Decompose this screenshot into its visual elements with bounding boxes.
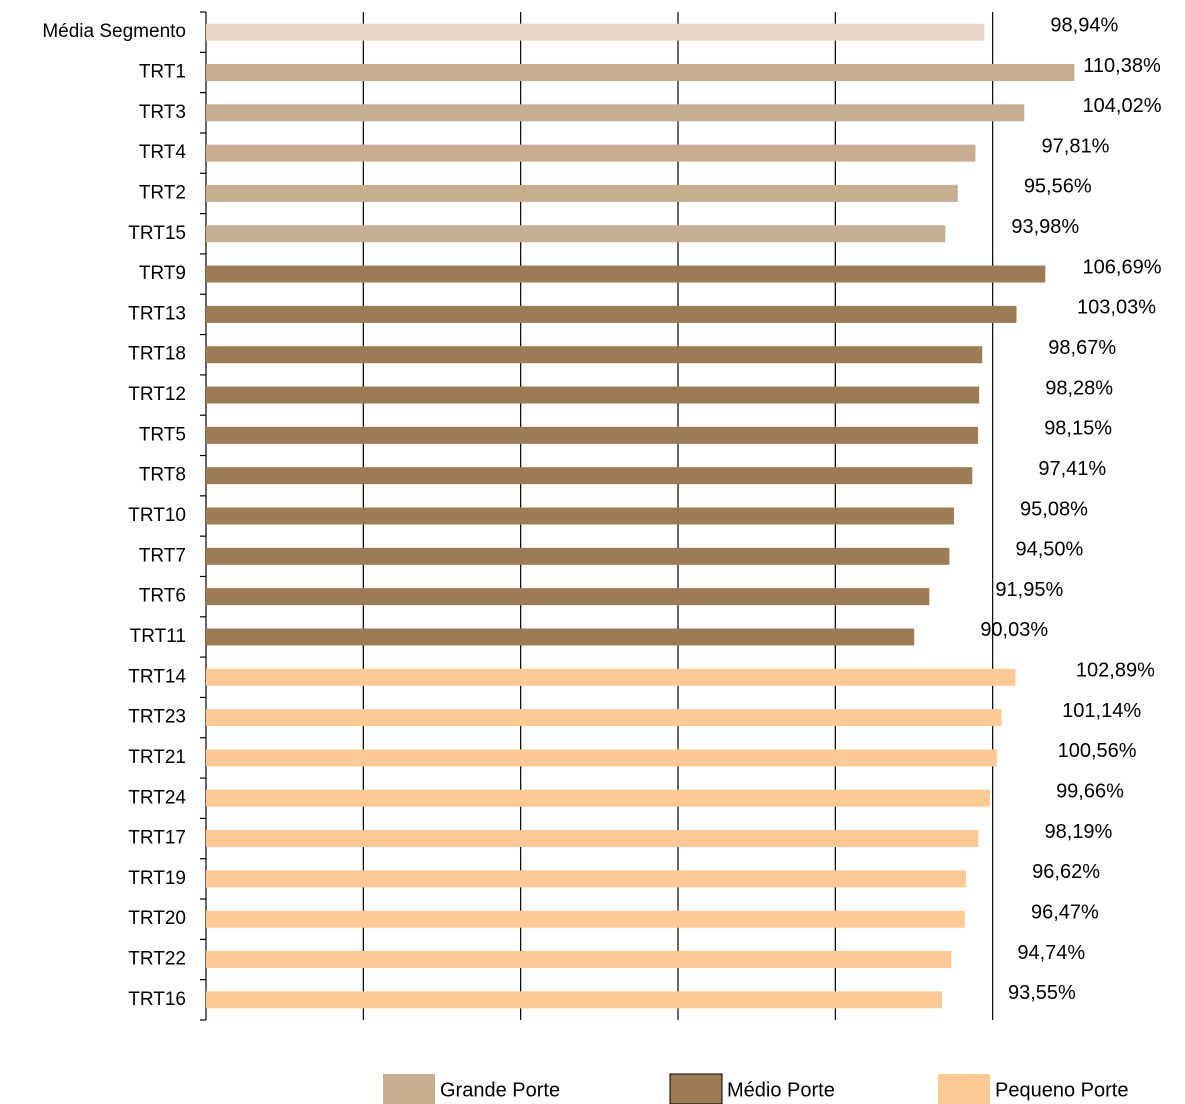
category-label: TRT1 (139, 61, 186, 82)
category-label: TRT6 (139, 586, 186, 607)
value-label: 98,15% (1044, 418, 1112, 440)
value-label: 102,89% (1076, 660, 1155, 682)
category-label: TRT21 (128, 747, 186, 768)
value-label: 94,74% (1017, 942, 1085, 964)
value-label: 104,02% (1083, 95, 1162, 117)
category-label: TRT16 (128, 989, 186, 1010)
category-label: TRT24 (128, 787, 186, 808)
category-label: TRT10 (128, 505, 186, 526)
category-label: TRT5 (139, 424, 186, 445)
value-label: 95,08% (1020, 498, 1088, 520)
bar (206, 305, 1017, 323)
bar (206, 386, 980, 404)
legend-label: Grande Porte (440, 1079, 560, 1101)
bar (206, 668, 1016, 686)
bar (206, 991, 942, 1009)
bar (206, 265, 1046, 283)
category-label: Média Segmento (42, 21, 186, 42)
category-label: TRT23 (128, 707, 186, 728)
bar (206, 830, 979, 848)
value-label: 106,69% (1083, 256, 1162, 278)
bar (206, 789, 990, 807)
bar (206, 951, 952, 969)
bar (206, 104, 1025, 122)
legend-swatch (383, 1074, 435, 1104)
category-label: TRT19 (128, 868, 186, 889)
category-label: TRT4 (139, 142, 187, 163)
bar (206, 749, 998, 767)
category-label: TRT8 (139, 465, 186, 486)
value-label: 110,38% (1083, 55, 1161, 77)
category-label: TRT15 (128, 223, 186, 244)
category-label: TRT7 (139, 545, 186, 566)
bar (206, 507, 954, 525)
value-label: 97,41% (1038, 458, 1106, 480)
value-label: 97,81% (1042, 135, 1110, 157)
bar (206, 870, 967, 888)
category-label: TRT2 (139, 182, 186, 203)
category-label: TRT22 (128, 949, 186, 970)
bar (206, 628, 915, 646)
value-label: 96,47% (1031, 901, 1099, 923)
value-label: 99,66% (1056, 781, 1124, 803)
category-label: TRT3 (139, 102, 186, 123)
legend-swatch (938, 1074, 990, 1104)
category-label: TRT12 (128, 384, 186, 405)
bar (206, 588, 930, 606)
category-label: TRT20 (128, 908, 186, 929)
value-label: 93,55% (1008, 982, 1076, 1004)
category-label: TRT13 (128, 303, 186, 324)
legend-label: Médio Porte (727, 1079, 835, 1101)
bar (206, 144, 976, 162)
category-label: TRT11 (130, 626, 186, 647)
value-label: 93,98% (1011, 216, 1079, 238)
bar (206, 426, 979, 444)
value-label: 98,28% (1045, 377, 1113, 399)
value-label: 91,95% (995, 579, 1063, 601)
value-label: 96,62% (1032, 861, 1100, 883)
value-label: 95,56% (1024, 176, 1092, 198)
bar (206, 467, 973, 485)
value-label: 98,67% (1048, 337, 1116, 359)
value-label: 101,14% (1062, 700, 1141, 722)
value-label: 103,03% (1077, 297, 1156, 319)
value-label: 90,03% (980, 619, 1048, 641)
bar (206, 63, 1075, 81)
category-label: TRT9 (139, 263, 186, 284)
bar (206, 547, 950, 565)
category-label: TRT17 (128, 828, 186, 849)
bar (206, 346, 983, 364)
bar (206, 910, 965, 928)
legend-swatch (669, 1073, 723, 1104)
value-label: 100,56% (1058, 740, 1137, 762)
bar (206, 23, 985, 41)
bar (206, 184, 958, 202)
category-label: TRT14 (128, 666, 186, 687)
bar (206, 709, 1002, 727)
legend-label: Pequeno Porte (995, 1079, 1128, 1101)
value-label: 98,94% (1050, 14, 1118, 36)
bar (206, 225, 946, 243)
value-label: 94,50% (1015, 539, 1083, 561)
category-label: TRT18 (128, 344, 186, 365)
value-label: 98,19% (1045, 821, 1113, 843)
